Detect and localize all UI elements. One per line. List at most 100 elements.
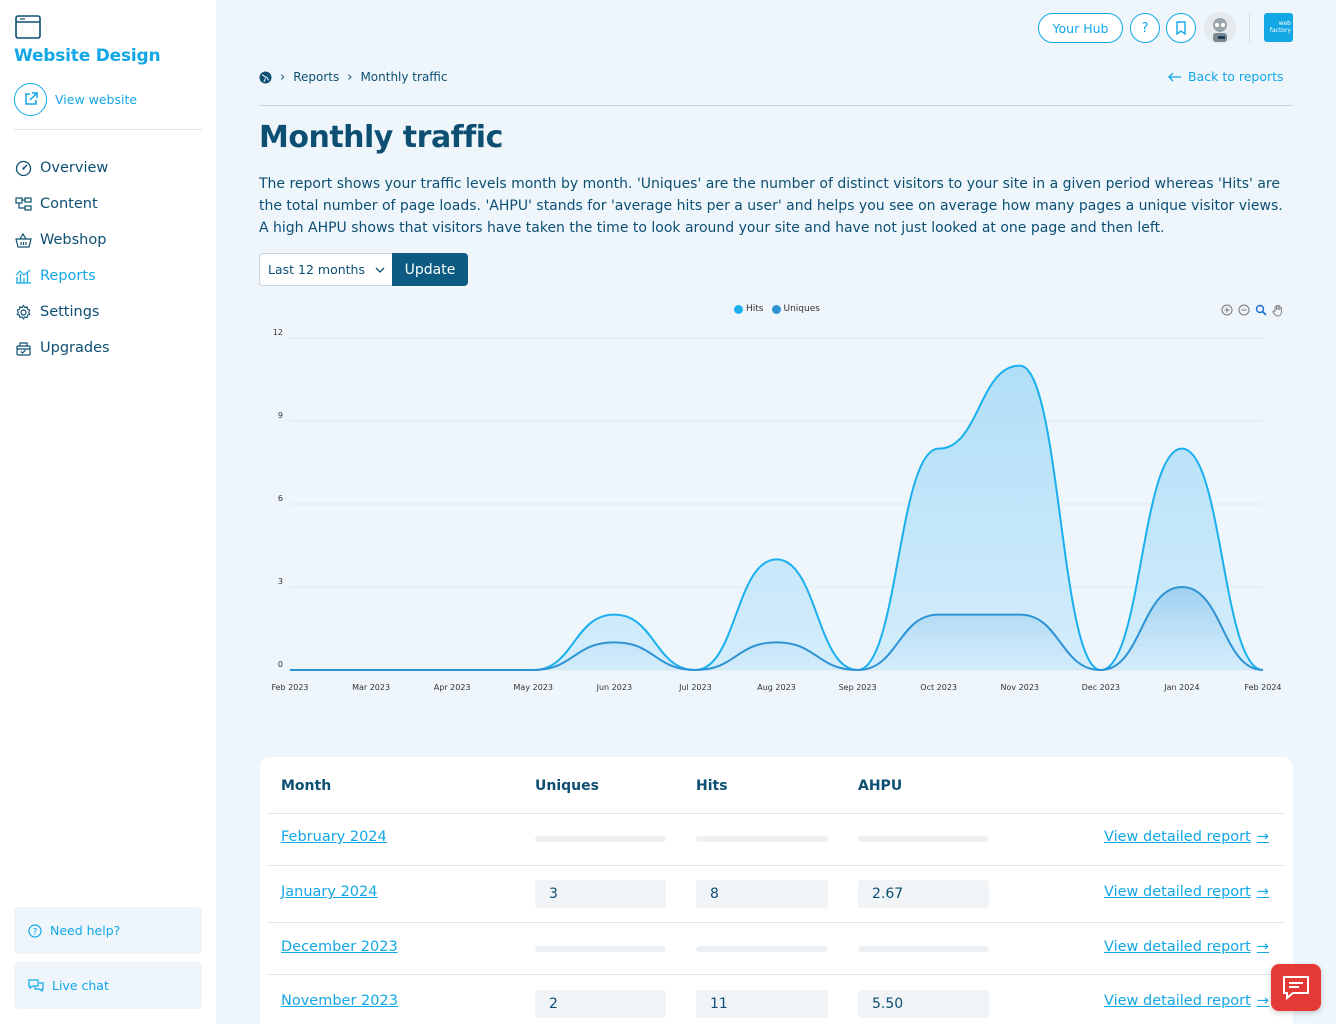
- gift-icon: [16, 341, 31, 356]
- sidebar-item-upgrades[interactable]: Upgrades: [15, 330, 205, 366]
- y-tick-label: 3: [278, 577, 283, 586]
- sidebar-item-overview[interactable]: Overview: [15, 150, 205, 186]
- traffic-chart: 0 3 6 9 12 Feb 2023 Mar 2023 Apr 2023 May 2023 Ju…: [271, 328, 1281, 692]
- site-title: Website Design: [14, 46, 161, 66]
- arrow-right-icon: →: [1256, 993, 1269, 1009]
- breadcrumb-reports[interactable]: Reports: [293, 70, 340, 84]
- back-to-reports-link[interactable]: Back to reports: [1168, 69, 1284, 84]
- sitemap-icon: [15, 196, 32, 211]
- help-button[interactable]: ?: [1130, 13, 1160, 43]
- sidebar-item-label: Reports: [40, 268, 96, 284]
- uniques-cell: 2: [535, 990, 666, 1018]
- update-button[interactable]: Update: [392, 253, 468, 286]
- sidebar-item-content[interactable]: Content: [15, 186, 205, 222]
- header-divider: [259, 105, 1293, 106]
- legend-label: Hits: [746, 304, 764, 314]
- uniques-skeleton: [535, 946, 666, 952]
- pan-hand-icon[interactable]: [1271, 303, 1285, 317]
- row-divider: [267, 974, 1285, 975]
- month-link-february-2024[interactable]: February 2024: [281, 829, 387, 845]
- globe-icon[interactable]: [259, 71, 272, 84]
- legend-dot: [771, 304, 781, 314]
- legend-item-uniques[interactable]: Uniques: [771, 304, 820, 314]
- question-circle-icon: ?: [28, 923, 42, 938]
- ahpu-cell: 2.67: [858, 880, 989, 908]
- zoom-in-icon[interactable]: [1220, 303, 1234, 317]
- uniques-cell: 3: [535, 880, 666, 908]
- hits-cell: 8: [696, 880, 828, 908]
- column-header-hits: Hits: [696, 778, 728, 794]
- back-to-reports-label: Back to reports: [1188, 69, 1284, 84]
- chevron-right-icon: ›: [280, 69, 286, 85]
- detail-link-label: View detailed report: [1104, 884, 1251, 900]
- row-divider: [267, 865, 1285, 866]
- y-tick-label: 6: [278, 494, 283, 503]
- sidebar-nav: Overview Content Webshop Reports Setting…: [15, 150, 205, 366]
- ahpu-cell: 5.50: [858, 990, 989, 1018]
- month-link-december-2023[interactable]: December 2023: [281, 939, 398, 955]
- topbar-divider: [1249, 13, 1250, 43]
- breadcrumb-current: Monthly traffic: [360, 70, 448, 84]
- view-detailed-report-link[interactable]: View detailed report →: [1104, 939, 1269, 955]
- view-detailed-report-link[interactable]: View detailed report →: [1104, 993, 1269, 1009]
- bookmark-button[interactable]: [1166, 13, 1196, 43]
- column-header-uniques: Uniques: [535, 778, 599, 794]
- sidebar-item-settings[interactable]: Settings: [15, 294, 205, 330]
- detail-link-label: View detailed report: [1104, 829, 1251, 845]
- sidebar-item-label: Upgrades: [40, 340, 110, 356]
- view-website-label: View website: [55, 91, 138, 107]
- chevron-right-icon: ›: [347, 69, 353, 85]
- svg-text:?: ?: [33, 927, 38, 937]
- x-tick-label: Oct 2023: [920, 683, 957, 692]
- x-tick-label: Feb 2024: [1244, 683, 1281, 692]
- page-description: The report shows your traffic levels mon…: [259, 176, 1283, 236]
- live-chat-label: Live chat: [52, 978, 109, 993]
- table-header-divider: [267, 813, 1285, 814]
- sidebar-item-label: Overview: [40, 160, 109, 176]
- x-tick-label: Apr 2023: [434, 683, 471, 692]
- chat-icon: [1283, 975, 1309, 1000]
- arrow-right-icon: →: [1256, 939, 1269, 955]
- need-help-button[interactable]: ? Need help?: [14, 907, 202, 954]
- view-website-link[interactable]: View website: [14, 82, 137, 116]
- arrow-right-icon: →: [1256, 829, 1269, 845]
- ahpu-skeleton: [858, 946, 989, 952]
- web-factory-logo[interactable]: web factory: [1264, 13, 1293, 42]
- chat-launcher-button[interactable]: [1271, 964, 1321, 1011]
- month-link-january-2024[interactable]: January 2024: [281, 884, 378, 900]
- x-tick-label: Dec 2023: [1082, 683, 1120, 692]
- legend-item-hits[interactable]: Hits: [734, 304, 764, 314]
- sidebar-item-webshop[interactable]: Webshop: [15, 222, 205, 258]
- breadcrumb: › Reports › Monthly traffic: [259, 67, 448, 87]
- view-detailed-report-link[interactable]: View detailed report →: [1104, 829, 1269, 845]
- user-avatar[interactable]: [1204, 12, 1236, 44]
- detail-link-label: View detailed report: [1104, 993, 1251, 1009]
- y-tick-label: 0: [278, 660, 283, 669]
- x-tick-label: May 2023: [514, 683, 553, 692]
- x-tick-label: Jan 2024: [1163, 683, 1199, 692]
- chat-bubbles-icon: [28, 978, 44, 992]
- month-link-november-2023[interactable]: November 2023: [281, 993, 398, 1009]
- sidebar-divider: [14, 129, 202, 130]
- bookmark-icon: [1176, 21, 1186, 35]
- series-area-uniques: [290, 587, 1263, 670]
- view-detailed-report-link[interactable]: View detailed report →: [1104, 884, 1269, 900]
- your-hub-button[interactable]: Your Hub: [1038, 13, 1123, 43]
- gear-icon: [16, 303, 31, 320]
- magnifier-icon[interactable]: [1254, 303, 1268, 317]
- sidebar-item-label: Settings: [40, 304, 100, 320]
- x-tick-label: Jun 2023: [596, 683, 632, 692]
- sidebar-item-label: Webshop: [40, 232, 107, 248]
- zoom-out-icon[interactable]: [1237, 303, 1251, 317]
- arrow-right-icon: →: [1256, 884, 1269, 900]
- sidebar-item-reports[interactable]: Reports: [15, 258, 205, 294]
- chart-legend: Hits Uniques: [734, 304, 820, 314]
- period-select[interactable]: Last 12 months: [259, 253, 393, 286]
- series-area-hits: [290, 365, 1263, 670]
- page-title: Monthly traffic: [259, 120, 503, 155]
- legend-label: Uniques: [783, 304, 820, 314]
- x-tick-label: Aug 2023: [757, 683, 796, 692]
- sidebar: Website Design View website Overview Con…: [0, 0, 216, 1024]
- live-chat-button[interactable]: Live chat: [14, 962, 202, 1009]
- hits-skeleton: [696, 946, 828, 952]
